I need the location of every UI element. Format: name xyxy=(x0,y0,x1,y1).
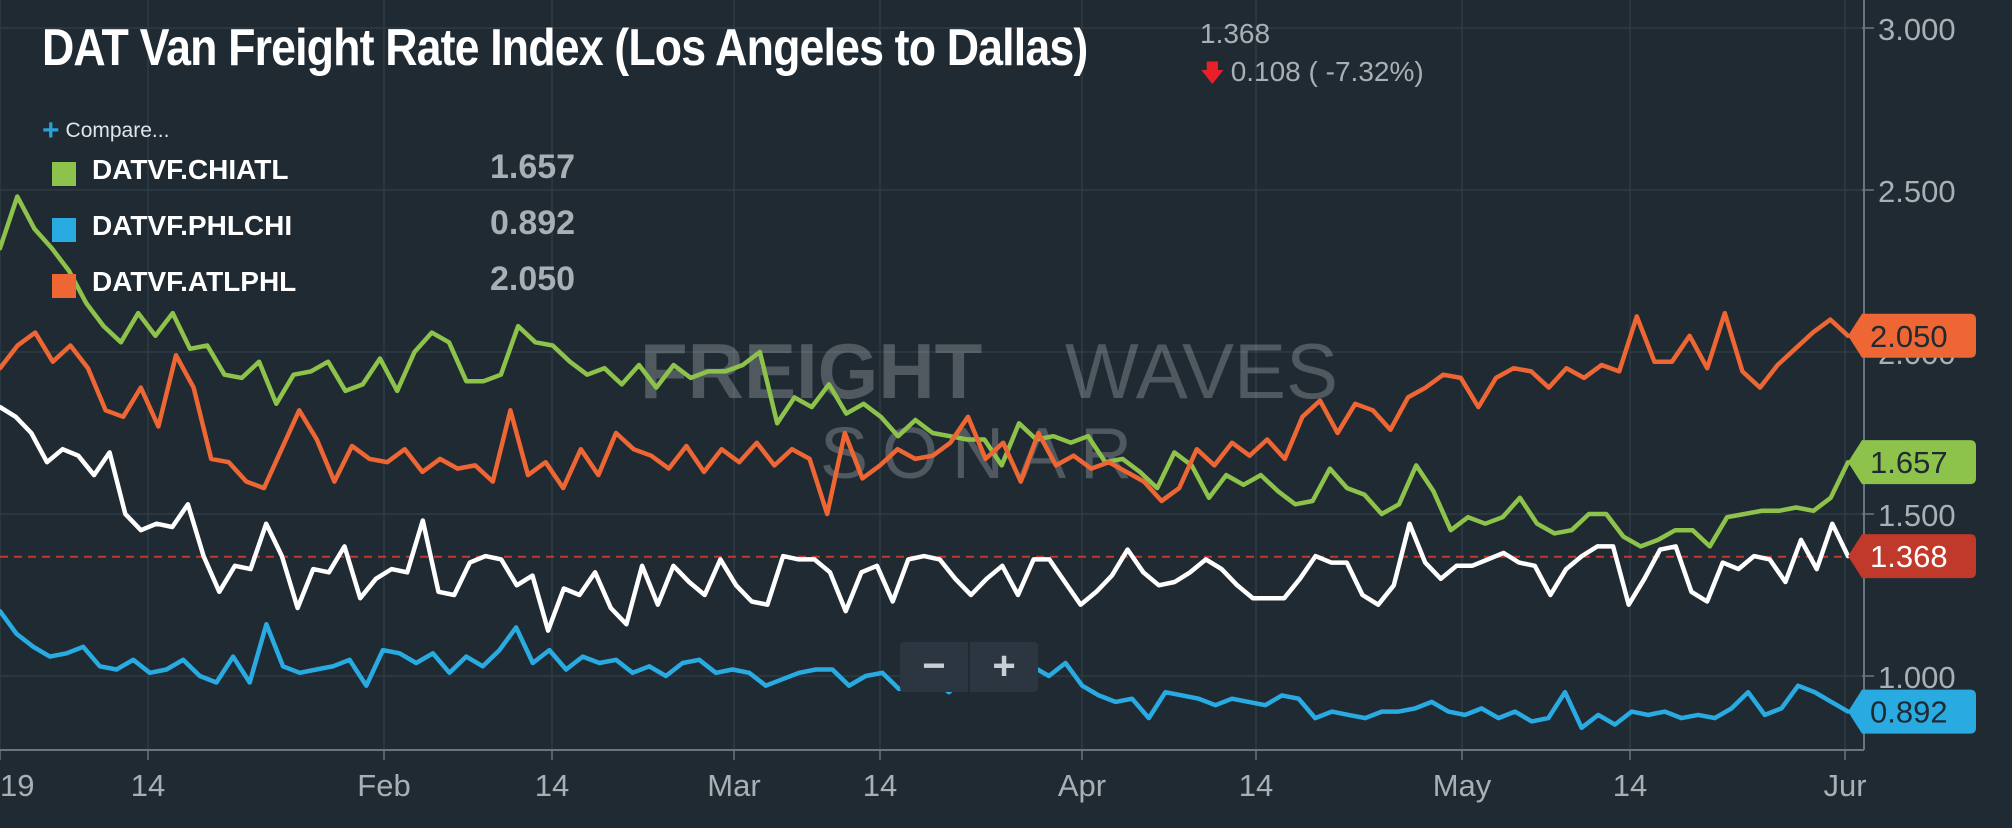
series-line-3 xyxy=(0,310,1851,517)
end-label-text: 2.050 xyxy=(1870,319,1948,354)
end-label-text: 1.368 xyxy=(1870,539,1948,574)
end-labels: 1.368 1.657 0.892 2.050 xyxy=(1848,313,1976,734)
x-tick-label: Mar xyxy=(707,768,760,803)
zoom-divider xyxy=(968,642,970,692)
plus-icon: + xyxy=(42,114,60,147)
x-tick-label: 14 xyxy=(131,768,165,803)
x-tick-label: 19 xyxy=(0,768,34,803)
x-tick-label: 14 xyxy=(1613,768,1647,803)
change-text: 0.108 ( -7.32%) xyxy=(1230,56,1424,87)
legend-value: 1.657 xyxy=(490,148,576,186)
y-tick-label: 2.500 xyxy=(1878,174,1956,209)
y-tick-label: 3.000 xyxy=(1878,12,1956,47)
legend-name: DATVF.ATLPHL xyxy=(92,266,297,297)
legend-value: 2.050 xyxy=(490,260,576,298)
legend-name: DATVF.PHLCHI xyxy=(92,210,293,241)
legend-swatch xyxy=(52,162,76,186)
legend-name: DATVF.CHIATL xyxy=(92,154,289,185)
end-label-badge xyxy=(1848,313,1976,358)
change-display: 🡇 0.108 ( -7.32%) xyxy=(1200,56,1424,97)
x-tick-label: Feb xyxy=(357,768,410,803)
end-label-text: 1.657 xyxy=(1870,445,1948,480)
watermark: FREIGHT WAVES SONAR xyxy=(640,327,1338,494)
x-tick-label: 14 xyxy=(535,768,569,803)
x-tick-label: Apr xyxy=(1058,768,1106,803)
end-label-badge xyxy=(1848,689,1976,734)
x-tick-label: May xyxy=(1433,768,1492,803)
watermark-freight: FREIGHT xyxy=(640,327,982,415)
legend-value: 0.892 xyxy=(490,204,576,242)
last-value: 1.368 xyxy=(1200,18,1271,49)
down-arrow-icon: 🡇 xyxy=(1200,60,1225,87)
chart-title: DAT Van Freight Rate Index (Los Angeles … xyxy=(42,19,1088,77)
zoom-controls: − + xyxy=(900,642,1038,692)
end-label-badge xyxy=(1848,534,1976,579)
series-line-0 xyxy=(0,404,1851,633)
y-tick-label: 1.500 xyxy=(1878,498,1956,533)
series-line-1 xyxy=(0,194,1851,549)
watermark-sonar: SONAR xyxy=(820,414,1146,494)
zoom-in-button[interactable]: + xyxy=(992,644,1016,688)
x-tick-label: Jur xyxy=(1823,768,1866,803)
watermark-waves: WAVES xyxy=(1065,327,1338,415)
y-tick-label: 1.000 xyxy=(1878,660,1956,695)
zoom-out-button[interactable]: − xyxy=(922,644,946,688)
legend-swatch xyxy=(52,274,76,298)
axes: 3.0002.5002.0001.5001.0001914Feb14Mar14A… xyxy=(0,0,1956,803)
end-label-text: 0.892 xyxy=(1870,695,1948,730)
end-label-badge xyxy=(1848,440,1976,485)
compare-button[interactable]: + Compare... xyxy=(42,114,169,148)
x-tick-label: 14 xyxy=(1239,768,1273,803)
legend-swatch xyxy=(52,218,76,242)
compare-label: Compare... xyxy=(65,119,170,142)
x-tick-label: 14 xyxy=(863,768,897,803)
